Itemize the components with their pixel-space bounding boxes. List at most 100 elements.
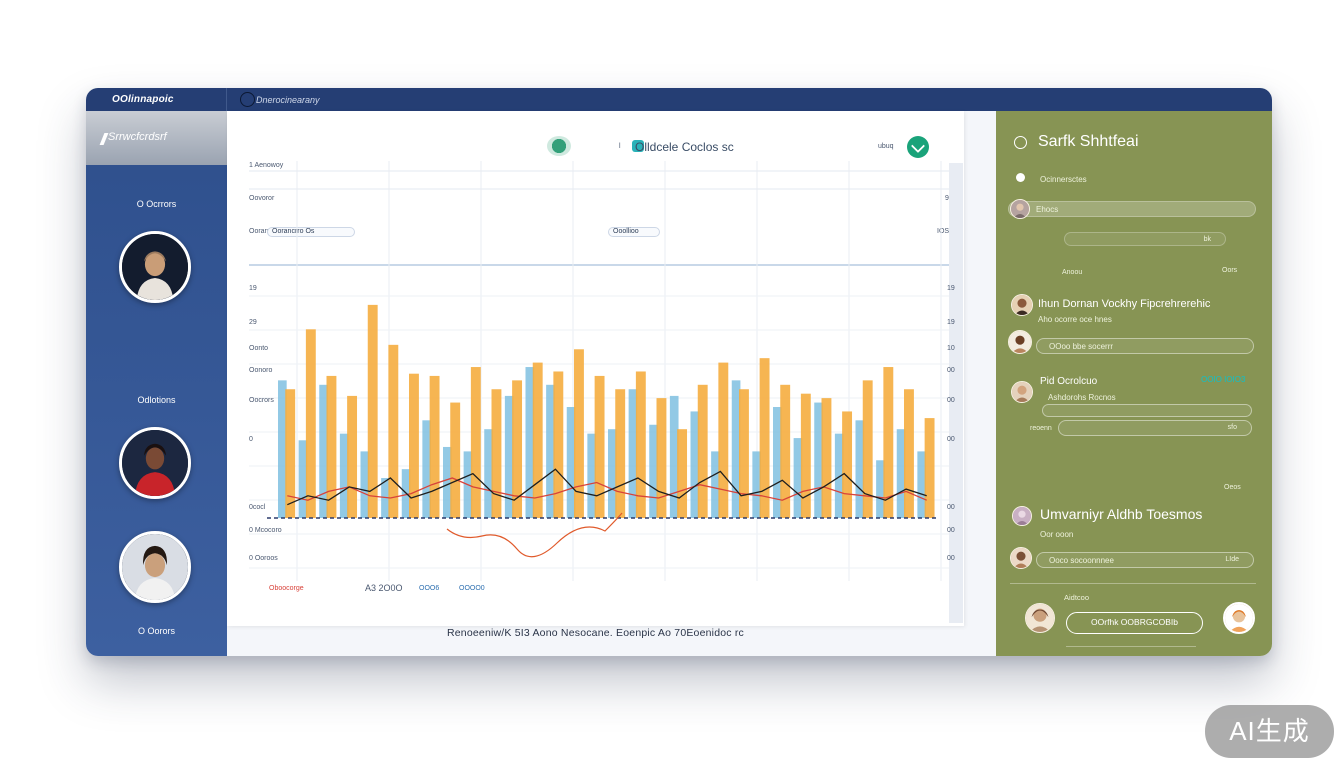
avatar[interactable] — [1012, 506, 1032, 526]
y-tick-label: 00 — [947, 527, 955, 534]
bar — [677, 429, 688, 518]
bar — [739, 389, 749, 518]
bar — [821, 398, 832, 518]
entry-subtitle: Aho ocorre oce hnes — [1038, 315, 1112, 324]
bar — [883, 367, 894, 518]
breadcrumb[interactable]: Dnerocinearany — [256, 95, 320, 105]
section-label: Aidtcoo — [1064, 593, 1090, 602]
entry-input[interactable]: sfo — [1058, 420, 1252, 436]
bar — [491, 389, 502, 518]
bar — [339, 433, 349, 518]
sidebar-header[interactable]: Srrwcfcrdsrf — [86, 111, 227, 165]
search-input[interactable] — [1008, 201, 1256, 217]
divider — [1066, 646, 1196, 647]
filter-field[interactable]: bk — [1064, 232, 1226, 246]
avatar[interactable] — [1010, 547, 1032, 569]
panel-icon — [1014, 136, 1027, 149]
bar — [718, 362, 729, 518]
y-tick-label: Oonto — [249, 345, 269, 352]
avatar[interactable] — [1025, 603, 1055, 633]
chart-type-icon[interactable] — [632, 140, 644, 152]
legend-label: Oboocorge — [269, 585, 304, 592]
avatar[interactable] — [119, 427, 191, 499]
axis-code: OOOO0 — [459, 585, 485, 592]
bar — [305, 329, 316, 518]
entry-title[interactable]: Umvarniyr Aldhb Toesmos — [1040, 506, 1203, 522]
y-tick-label: 10 — [947, 345, 955, 352]
bar — [429, 375, 440, 518]
bar — [347, 395, 358, 518]
chart-card: l Olldcele Coclos sc ubuq 1 Aenowoy Oovo… — [227, 111, 964, 639]
y-tick-label: 00 — [947, 367, 955, 374]
avatar[interactable] — [1011, 381, 1033, 403]
refresh-icon[interactable] — [547, 136, 571, 156]
row-label: Oovoror — [249, 195, 275, 202]
entry-input-value: sfo — [1227, 424, 1237, 431]
sidebar-item-label[interactable]: O Oorors — [137, 626, 175, 636]
y-tick-label: 00 — [947, 436, 955, 443]
entry-link[interactable]: OOIO IOIO3 — [1201, 375, 1246, 384]
bar — [669, 395, 679, 518]
bar — [697, 384, 708, 518]
watermark-badge: AI生成 — [1205, 705, 1334, 758]
entry-input[interactable] — [1042, 404, 1252, 417]
bar — [360, 451, 370, 518]
bar — [298, 440, 308, 518]
bar — [278, 380, 287, 518]
person-portrait-icon — [122, 234, 188, 300]
entry-title[interactable]: Ihun Dornan Vockhy Fipcrehrerehic — [1038, 298, 1211, 310]
person-icon — [1011, 200, 1029, 218]
panel-title: Sarfk Shhtfeai — [1038, 133, 1139, 150]
avatar[interactable] — [1008, 330, 1032, 354]
check-icon[interactable] — [907, 136, 929, 158]
bar — [628, 389, 638, 518]
avatar[interactable] — [119, 231, 191, 303]
bar — [862, 380, 873, 518]
entry-input[interactable]: OOoo bbe socerrr — [1036, 338, 1254, 354]
filter-chip[interactable]: Ooollioo — [608, 227, 660, 237]
bar — [504, 395, 514, 518]
entry-title[interactable]: Pid Ocrolcuo — [1040, 376, 1098, 387]
sidebar-item-label[interactable]: Odlotions — [137, 395, 176, 405]
bar — [649, 424, 658, 518]
avatar[interactable] — [1223, 602, 1255, 634]
bar-chart — [249, 161, 963, 623]
series-line — [446, 512, 623, 558]
filter-field-value: bk — [1203, 236, 1211, 243]
series-line — [287, 477, 927, 501]
bar — [326, 375, 337, 518]
bar — [834, 433, 844, 518]
section-label: Anoou — [1062, 269, 1083, 276]
bar — [855, 420, 865, 518]
bar — [367, 304, 378, 518]
app-brand[interactable]: OOlinnapoic — [112, 94, 174, 105]
bar — [409, 373, 419, 518]
bar — [656, 398, 667, 518]
section-right-label: Oors — [1222, 267, 1238, 274]
entry-input-value: OOoo bbe socerrr — [1049, 342, 1114, 351]
filter-chip[interactable]: Oorancrro Os — [267, 227, 355, 237]
bar — [924, 418, 935, 518]
y-tick-label: 0 Ooroos — [249, 555, 278, 562]
person-portrait-icon — [122, 430, 188, 496]
page-title: Olldcele Coclos sc — [635, 140, 734, 154]
main-content: l Olldcele Coclos sc ubuq 1 Aenowoy Oovo… — [227, 111, 996, 656]
avatar[interactable] — [119, 531, 191, 603]
title-bar-separator — [226, 88, 227, 111]
bar — [842, 411, 853, 518]
title-prefix: l — [619, 143, 621, 150]
action-button[interactable]: OOrfhk OOBRGCOBIb — [1066, 612, 1203, 634]
bar — [443, 446, 452, 518]
bar — [896, 429, 906, 518]
y-tick-label: 19 — [947, 319, 955, 326]
sidebar-item-label[interactable]: O Ocrrors — [136, 199, 177, 209]
bar — [574, 349, 584, 518]
title-bar: OOlinnapoic Dnerocinearany — [86, 88, 1272, 111]
bar — [793, 438, 803, 518]
sidebar-header-label: Srrwcfcrdsrf — [108, 131, 167, 143]
avatar[interactable] — [1011, 294, 1033, 316]
scroll-track — [949, 163, 963, 623]
row-value: IOS9 — [937, 228, 953, 235]
entry-input[interactable]: Ooco socoonnnee LIde — [1036, 552, 1254, 568]
radio-button[interactable] — [1016, 173, 1025, 182]
